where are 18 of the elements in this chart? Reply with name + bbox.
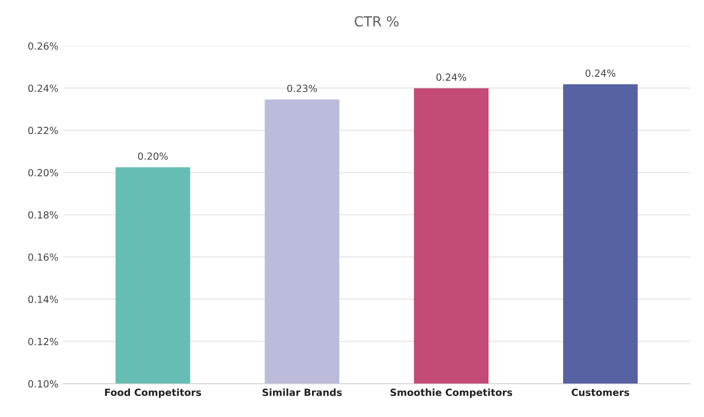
y-tick-label: 0.12% — [28, 338, 58, 346]
x-tick-label: Similar Brands — [262, 388, 342, 396]
data-label: 0.20% — [138, 152, 168, 160]
y-tick-label: 0.24% — [28, 84, 58, 92]
y-tick-label: 0.14% — [28, 296, 58, 304]
data-label: 0.24% — [436, 74, 466, 81]
y-tick-label: 0.18% — [28, 211, 58, 219]
y-tick-label: 0.10% — [28, 380, 58, 388]
y-tick-label: 0.22% — [28, 126, 58, 134]
x-tick-label: Smoothie Competitors — [390, 388, 512, 398]
x-tick-label: Food Competitors — [105, 388, 202, 398]
y-tick-label: 0.20% — [28, 169, 58, 176]
data-label: 0.23% — [287, 84, 317, 92]
y-tick-label: 0.26% — [28, 42, 58, 50]
data-label: 0.24% — [586, 70, 616, 77]
y-tick-label: 0.16% — [28, 253, 58, 261]
chart-title: CTR % — [354, 16, 399, 27]
x-tick-label: Customers — [572, 388, 630, 396]
